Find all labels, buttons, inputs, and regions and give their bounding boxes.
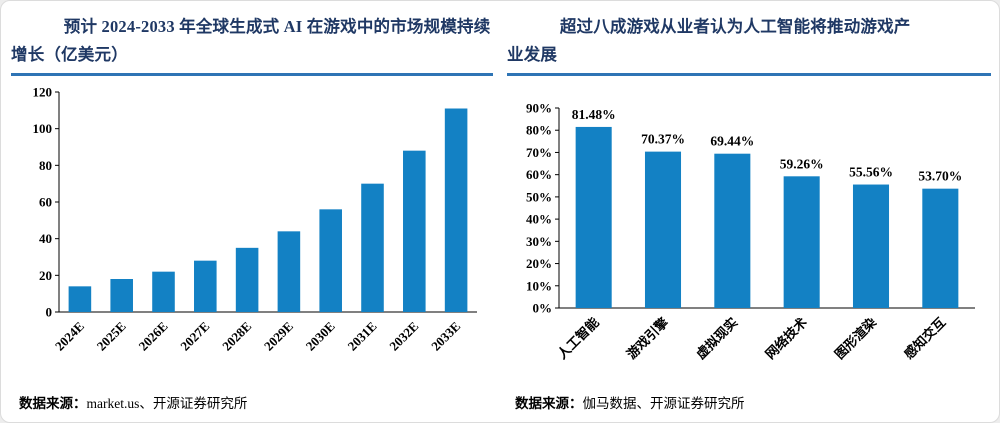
bar-2025E bbox=[110, 278, 133, 312]
right-source-text: 伽马数据、开源证券研究所 bbox=[582, 396, 745, 411]
x-category-label: 虚拟现实 bbox=[693, 314, 740, 361]
left-chart-title: 预计 2024-2033 年全球生成式 AI 在游戏中的市场规模持续增长（亿美元… bbox=[11, 17, 491, 64]
right-chart-panel: 超过八成游戏从业者认为人工智能将推动游戏产业发展 0% 10% 20% 30% 40% 5… bbox=[507, 13, 991, 414]
x-category-label: 2027E bbox=[177, 318, 212, 353]
survey-bar-chart: 0% 10% 20% 30% 40% 50% 60% 70% 80% 90% 人工智能 81.48% 游… bbox=[507, 78, 991, 378]
ai-industry-survey-chart: 0% 10% 20% 30% 40% 50% 60% 70% 80% 90% 人工智能 81.48% 游… bbox=[526, 100, 976, 362]
bar-2031E bbox=[361, 183, 384, 312]
bar-value-label: 55.56% bbox=[849, 164, 893, 179]
x-category-label: 人工智能 bbox=[554, 314, 601, 361]
y-tick-label: 100 bbox=[33, 121, 53, 136]
left-source-line: 数据来源：market.us、开源证券研究所 bbox=[11, 392, 493, 412]
y-tick-label: 40% bbox=[526, 212, 552, 227]
bar-value-label: 69.44% bbox=[710, 134, 754, 149]
x-category-label: 网络技术 bbox=[762, 314, 809, 361]
x-category-label: 2031E bbox=[344, 318, 379, 353]
y-tick-label: 20% bbox=[526, 256, 552, 271]
x-category-label: 2024E bbox=[52, 318, 87, 353]
bar-2029E bbox=[277, 231, 301, 312]
y-tick-label: 10% bbox=[526, 278, 552, 293]
y-tick-label: 60 bbox=[39, 194, 52, 209]
x-category-label: 图形渲染 bbox=[832, 314, 880, 362]
x-category-label: 2025E bbox=[94, 318, 129, 353]
bar-2033E bbox=[444, 108, 468, 312]
bar-value-label: 81.48% bbox=[572, 107, 616, 122]
bar-2024E bbox=[68, 286, 92, 312]
x-category-label: 2029E bbox=[261, 318, 296, 353]
bar-人工智能 bbox=[575, 126, 612, 308]
bar-感知交互 bbox=[922, 188, 959, 308]
left-source-text: market.us、开源证券研究所 bbox=[86, 396, 248, 411]
y-tick-label: 120 bbox=[33, 84, 53, 99]
y-tick-label: 70% bbox=[526, 145, 552, 160]
y-tick-label: 90% bbox=[526, 100, 552, 115]
bar-value-label: 59.26% bbox=[780, 156, 824, 171]
bar-2028E bbox=[235, 247, 259, 312]
y-tick-label: 80 bbox=[39, 158, 52, 173]
right-source-label: 数据来源： bbox=[515, 396, 583, 411]
y-tick-label: 40 bbox=[39, 231, 52, 246]
market-size-bar-chart: 0 20 40 60 80 100 120 2024E 2025E 2026E 2027E 2028E… bbox=[11, 78, 493, 378]
y-tick-label: 30% bbox=[526, 234, 552, 249]
left-chart-panel: 预计 2024-2033 年全球生成式 AI 在游戏中的市场规模持续增长（亿美元… bbox=[11, 13, 494, 414]
y-tick-label: 60% bbox=[526, 167, 552, 182]
y-tick-label: 20 bbox=[39, 268, 52, 283]
y-tick-label: 0 bbox=[46, 304, 53, 319]
y-tick-label: 50% bbox=[526, 189, 552, 204]
bar-2032E bbox=[403, 150, 426, 312]
x-category-label: 游戏引擎 bbox=[624, 314, 671, 361]
bar-2027E bbox=[194, 260, 217, 312]
bar-2026E bbox=[152, 271, 175, 312]
right-chart-title: 超过八成游戏从业者认为人工智能将推动游戏产业发展 bbox=[507, 17, 911, 64]
x-category-label: 感知交互 bbox=[901, 314, 948, 361]
bar-2030E bbox=[319, 209, 342, 312]
left-title-underline bbox=[11, 73, 494, 76]
x-category-label: 2026E bbox=[135, 318, 170, 353]
bar-网络技术 bbox=[783, 176, 820, 308]
x-category-label: 2033E bbox=[428, 318, 463, 353]
bar-虚拟现实 bbox=[714, 153, 751, 308]
right-title-underline bbox=[507, 73, 991, 76]
left-source-label: 数据来源： bbox=[19, 396, 87, 411]
genai-gaming-market-size-chart: 0 20 40 60 80 100 120 2024E 2025E 2026E 2027E 2028E… bbox=[33, 84, 477, 354]
x-category-label: 2028E bbox=[219, 318, 254, 353]
y-tick-label: 0% bbox=[533, 300, 553, 315]
bar-图形渲染 bbox=[852, 184, 890, 308]
y-tick-label: 80% bbox=[526, 123, 552, 138]
right-source-line: 数据来源：伽马数据、开源证券研究所 bbox=[507, 392, 991, 412]
x-category-label: 2030E bbox=[303, 318, 338, 353]
bar-value-label: 70.37% bbox=[641, 132, 685, 147]
bar-游戏引擎 bbox=[644, 151, 682, 308]
bar-value-label: 53.70% bbox=[918, 169, 962, 184]
x-category-label: 2032E bbox=[386, 318, 421, 353]
